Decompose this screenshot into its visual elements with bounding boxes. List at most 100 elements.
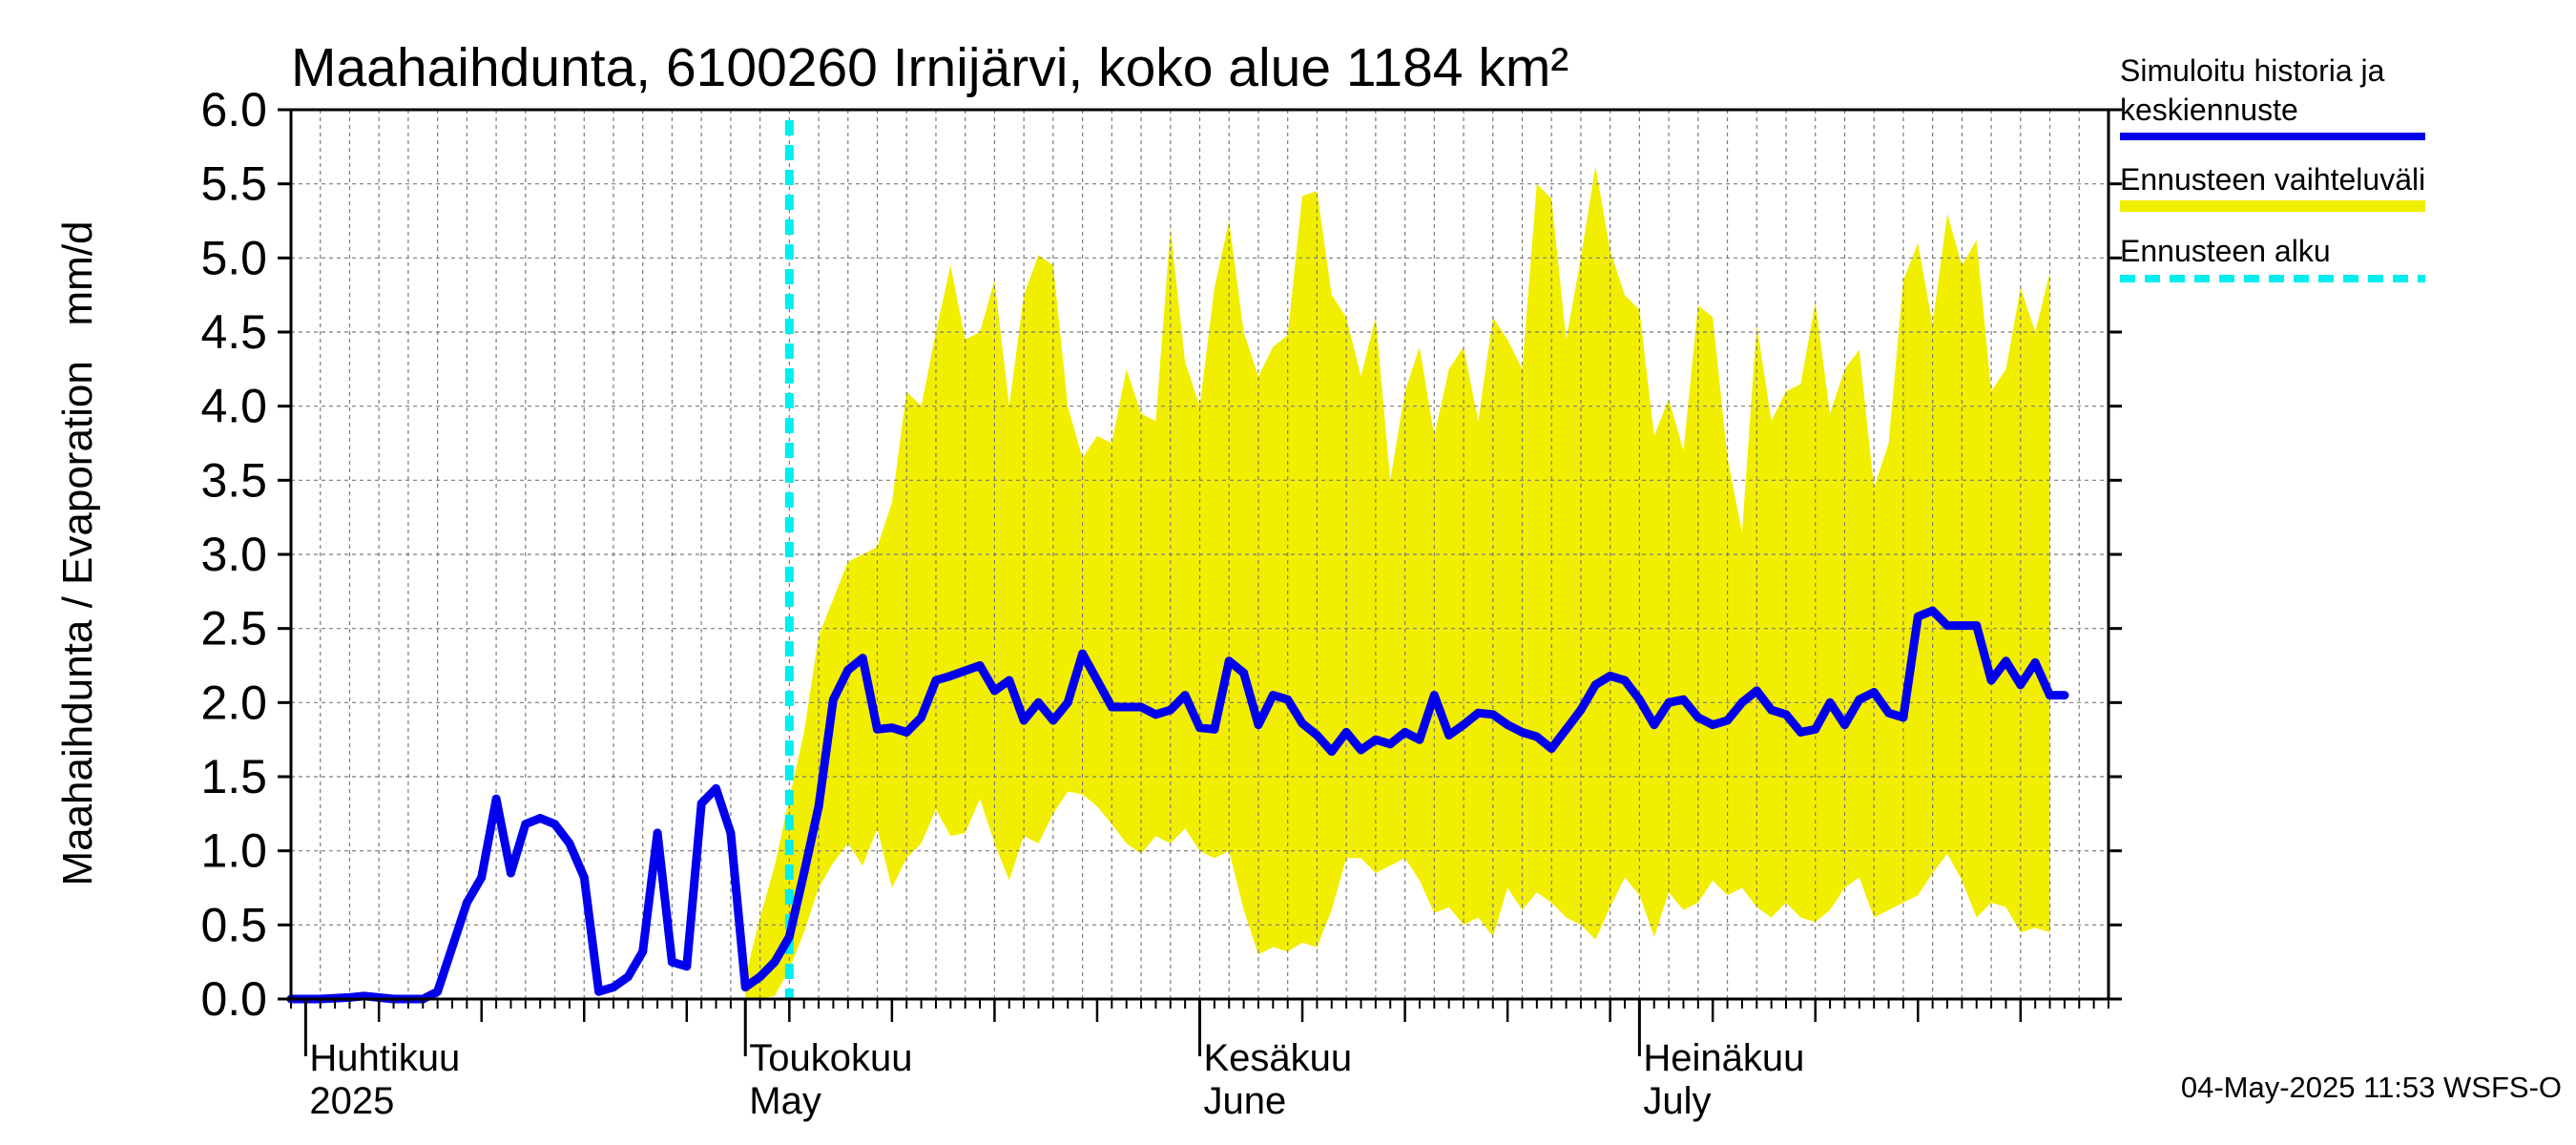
mean-data-point: [1693, 713, 1703, 722]
mean-data-point: [1899, 713, 1908, 722]
mean-data-point: [1049, 716, 1058, 725]
mean-data-point: [1562, 724, 1571, 734]
mean-data-point: [1385, 739, 1395, 749]
mean-data-point: [770, 957, 779, 967]
mean-data-point: [1752, 686, 1761, 696]
month-label-sub: May: [749, 1080, 821, 1122]
mean-data-point: [1547, 744, 1556, 753]
y-tick-label: 2.0: [200, 676, 267, 729]
mean-data-point: [756, 972, 765, 982]
mean-data-point: [491, 794, 501, 803]
mean-data-point: [1913, 612, 1922, 621]
mean-data-point: [1224, 656, 1234, 666]
mean-data-point: [1357, 745, 1365, 755]
mean-data-point: [462, 898, 471, 907]
mean-data-point: [726, 828, 736, 838]
mean-data-point: [1606, 671, 1615, 680]
mean-data-point: [2016, 680, 2025, 690]
y-tick-label: 1.5: [200, 750, 267, 803]
mean-data-point: [1884, 708, 1894, 718]
y-axis-label: Maahaihdunta / Evaporation mm/d: [54, 220, 101, 885]
mean-data-point: [828, 695, 838, 704]
mean-data-point: [1371, 735, 1381, 744]
mean-data-point: [1942, 621, 1952, 631]
mean-data-point: [1034, 697, 1043, 707]
mean-data-point: [1855, 695, 1864, 704]
mean-data-point: [1459, 720, 1468, 730]
mean-data-point: [975, 661, 985, 670]
mean-data-point: [1444, 731, 1454, 739]
y-tick-label: 0.0: [200, 972, 267, 1026]
month-label-sub: June: [1204, 1080, 1287, 1122]
mean-data-point: [1312, 731, 1321, 739]
mean-data-point: [1518, 727, 1527, 737]
mean-data-point: [1327, 747, 1337, 757]
y-tick-label: 5.0: [200, 231, 267, 284]
mean-data-point: [712, 783, 720, 793]
mean-data-point: [945, 671, 955, 680]
y-tick-label: 0.5: [200, 898, 267, 951]
mean-data-point: [638, 947, 648, 956]
mean-data-point: [1005, 676, 1014, 685]
mean-data-point: [1239, 668, 1249, 677]
mean-data-point: [594, 987, 604, 996]
mean-data-point: [1341, 727, 1351, 737]
mean-data-point: [902, 727, 911, 737]
mean-data-point: [1972, 621, 1982, 631]
month-label-sub: 2025: [309, 1080, 394, 1122]
axes: 0.0 0.5 1.0 1.5 2.0 2.5 3.0 3.5 4.0 4.5 5.0 5.5 6.0 H…: [200, 83, 2122, 1122]
mean-data-point: [623, 972, 633, 982]
mean-data-point: [784, 932, 794, 942]
mean-data-point: [931, 676, 941, 685]
mean-data-point: [1723, 716, 1733, 725]
mean-data-point: [1063, 697, 1072, 707]
mean-data-point: [1415, 735, 1424, 744]
y-tick-label: 2.5: [200, 602, 267, 656]
legend-label-range: Ennusteen vaihteluväli: [2120, 162, 2425, 197]
mean-data-point: [609, 983, 618, 992]
mean-data-point: [535, 814, 545, 822]
mean-data-point: [1210, 724, 1219, 734]
month-label: Huhtikuu: [309, 1037, 460, 1079]
mean-data-point: [800, 868, 809, 878]
mean-data-point: [682, 962, 692, 971]
mean-data-point: [1180, 691, 1190, 700]
mean-data-point: [447, 943, 457, 952]
mean-data-point: [1166, 705, 1175, 715]
mean-data-point: [1811, 724, 1820, 734]
month-label: Kesäkuu: [1204, 1037, 1353, 1079]
mean-data-point: [1708, 720, 1717, 730]
mean-data-point: [1298, 718, 1307, 728]
mean-data-point: [1488, 710, 1498, 719]
legend-label-mean: Simuloitu historia ja: [2120, 53, 2385, 88]
mean-data-point: [1737, 697, 1747, 707]
legend: Simuloitu historia ja keskiennuste Ennuste…: [2120, 53, 2425, 282]
mean-data-point: [1019, 716, 1028, 725]
mean-data-point: [521, 820, 530, 829]
mean-data-point: [1590, 680, 1600, 690]
mean-data-point: [740, 983, 750, 992]
mean-data-point: [1429, 691, 1439, 700]
mean-data-point: [551, 820, 559, 829]
mean-data-point: [506, 868, 515, 878]
mean-data-point: [1078, 649, 1088, 658]
mean-data-point: [667, 957, 676, 967]
mean-data-point: [1283, 695, 1293, 704]
y-tick-label: 5.5: [200, 157, 267, 211]
mean-data-point: [2030, 657, 2040, 667]
mean-data-point: [1928, 606, 1938, 615]
mean-data-point: [653, 828, 662, 838]
mean-data-point: [917, 713, 926, 722]
month-label: Toukokuu: [749, 1037, 912, 1079]
mean-data-point: [579, 873, 589, 883]
mean-data-point: [1532, 732, 1542, 741]
mean-data-point: [1986, 676, 1996, 685]
mean-data-point: [2046, 691, 2054, 700]
mean-data-point: [433, 987, 443, 996]
mean-data-point: [1840, 720, 1849, 730]
mean-data-point: [843, 665, 853, 675]
mean-data-point: [1576, 705, 1586, 715]
mean-data-point: [1679, 695, 1688, 704]
mean-data-point: [1195, 723, 1204, 733]
